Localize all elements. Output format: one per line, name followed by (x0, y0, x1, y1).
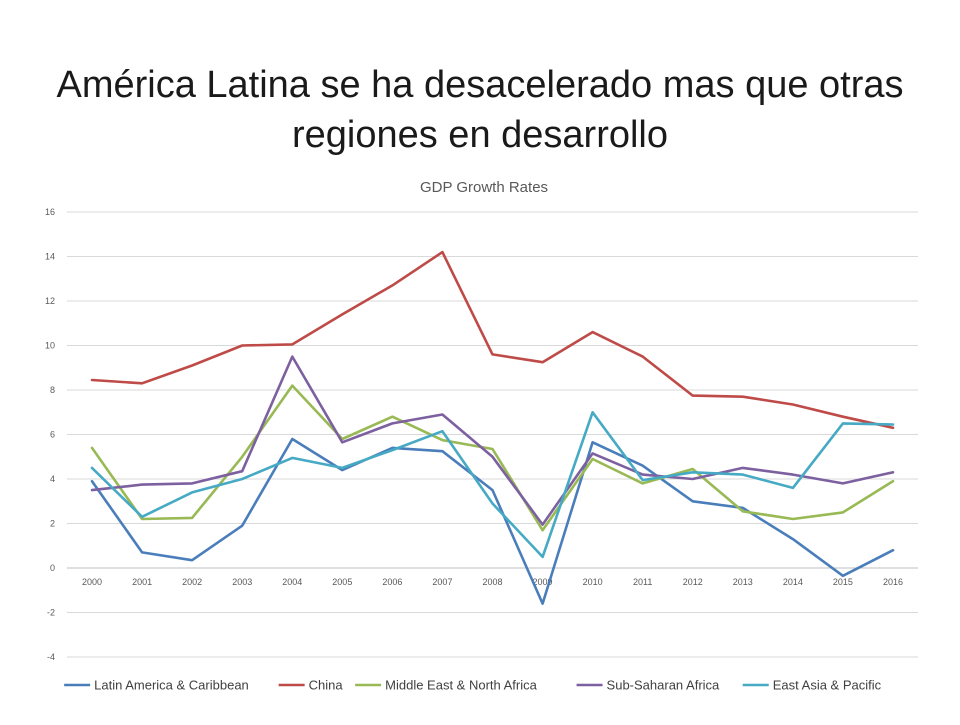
y-tick-label: 8 (50, 385, 55, 395)
slide-title-line-2: regiones en desarrollo (291, 114, 668, 156)
y-tick-label: 0 (50, 563, 55, 573)
x-tick-label: 2010 (583, 577, 603, 587)
y-tick-label: 14 (45, 252, 55, 262)
y-tick-label: 2 (50, 519, 55, 529)
x-tick-label: 2000 (82, 577, 102, 587)
y-tick-label: 10 (45, 341, 55, 351)
x-tick-label: 2016 (883, 577, 903, 587)
series-line-0 (90, 437, 895, 605)
legend-entry-1[interactable]: China (278, 678, 344, 693)
chart-title: GDP Growth Rates (420, 179, 548, 196)
slide-title-line-1: América Latina se ha desacelerado mas qu… (56, 64, 904, 106)
series-line-4 (90, 410, 895, 559)
x-tick-label: 2011 (633, 577, 652, 587)
x-tick-label: 2009 (533, 577, 553, 587)
slide-title: América Latina se ha desacelerado mas qu… (40, 60, 920, 160)
y-tick-label: 16 (45, 207, 55, 217)
y-tick-label: 12 (45, 296, 55, 306)
series-line-1 (90, 250, 895, 430)
x-tick-label: 2008 (482, 577, 502, 587)
x-tick-label: 2014 (783, 577, 803, 587)
legend-entry-3[interactable]: Sub-Saharan Africa (576, 678, 721, 693)
legend-label: China (309, 678, 344, 693)
legend-label: East Asia & Pacific (773, 678, 882, 693)
x-tick-label: 2004 (282, 577, 302, 587)
legend-entry-0[interactable]: Latin America & Caribbean (64, 678, 249, 693)
x-tick-label: 2007 (432, 577, 452, 587)
x-tick-label: 2015 (833, 577, 853, 587)
legend-label: Middle East & North Africa (385, 678, 537, 693)
series-line-3 (90, 355, 895, 526)
x-tick-label: 2005 (332, 577, 352, 587)
x-tick-label: 2012 (683, 577, 703, 587)
y-tick-label: 4 (50, 474, 55, 484)
y-tick-label: 6 (50, 430, 55, 440)
x-tick-label: 2002 (182, 577, 202, 587)
legend-label: Sub-Saharan Africa (607, 678, 721, 693)
x-tick-label: 2003 (232, 577, 252, 587)
y-tick-label: -2 (47, 608, 55, 618)
series-line-2 (90, 384, 895, 532)
legend-entry-2[interactable]: Middle East & North Africa (355, 678, 538, 693)
x-tick-label: 2001 (132, 577, 152, 587)
x-tick-label: 2013 (733, 577, 753, 587)
legend-entry-4[interactable]: East Asia & Pacific (742, 678, 882, 693)
y-tick-label: -4 (47, 652, 55, 662)
legend-label: Latin America & Caribbean (94, 678, 249, 693)
x-tick-label: 2006 (382, 577, 402, 587)
